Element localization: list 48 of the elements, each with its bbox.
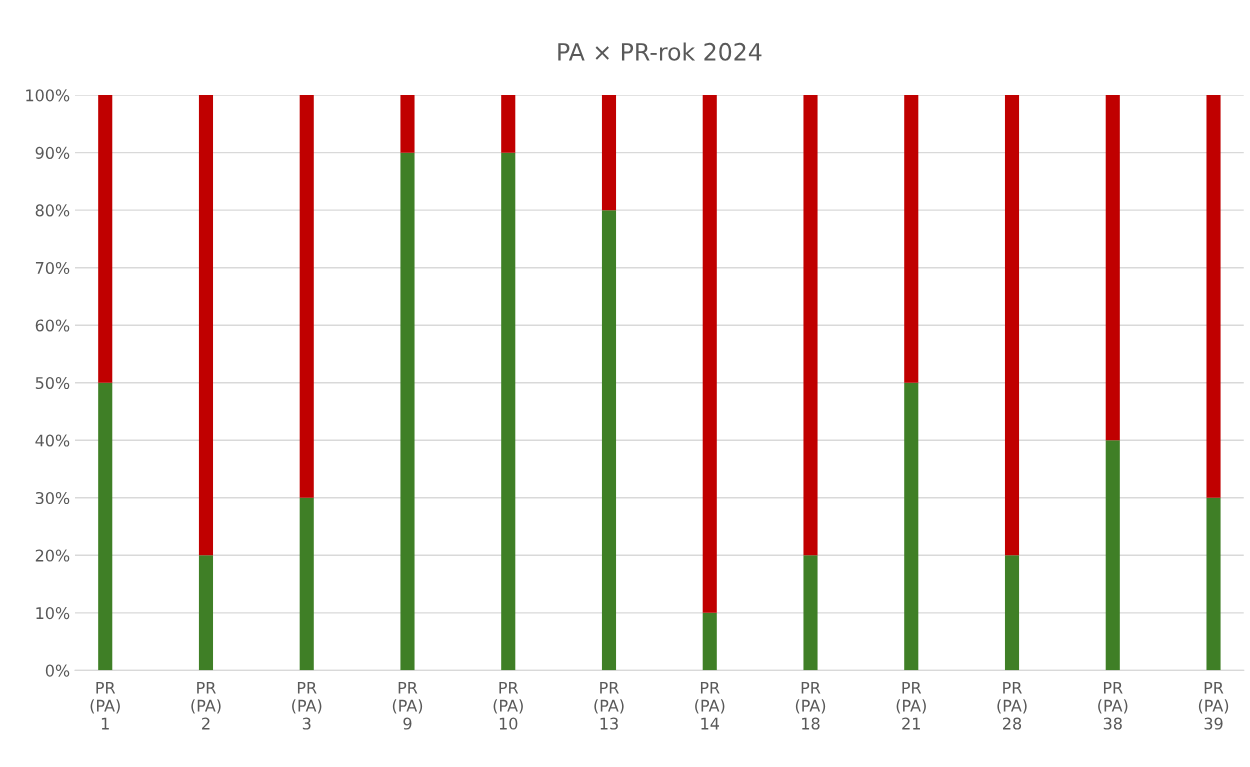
bar bbox=[904, 382, 919, 671]
chart-title: PA × PR-rok 2024 bbox=[558, 42, 762, 61]
x-tick-label: PR (PA) 2 bbox=[191, 681, 221, 730]
bar bbox=[904, 95, 919, 383]
bar bbox=[501, 152, 516, 671]
y-tick-label: 50% bbox=[35, 376, 70, 390]
bar bbox=[803, 95, 818, 556]
x-tick-label: PR (PA) 38 bbox=[1098, 681, 1128, 730]
y-tick-label: 40% bbox=[35, 434, 70, 447]
x-tick-label: PR (PA) 21 bbox=[896, 681, 926, 730]
bar bbox=[299, 497, 314, 671]
bar bbox=[1105, 440, 1120, 671]
bar bbox=[98, 95, 113, 383]
x-tick-label: PR (PA) 10 bbox=[493, 681, 523, 730]
x-tick-label: PR (PA) 28 bbox=[997, 681, 1027, 730]
x-tick-label: PR (PA) 9 bbox=[392, 681, 423, 730]
bar bbox=[299, 95, 314, 498]
bar bbox=[601, 210, 617, 671]
bar bbox=[198, 555, 214, 671]
x-tick-label: PR (PA) 18 bbox=[795, 681, 826, 730]
x-tick-label: PR (PA) 39 bbox=[1198, 681, 1229, 730]
x-tick-label: PR (PA) 13 bbox=[594, 681, 624, 730]
y-tick-label: 20% bbox=[35, 549, 70, 562]
y-tick-label: 90% bbox=[35, 146, 70, 159]
bar bbox=[400, 152, 415, 671]
bar bbox=[601, 95, 617, 211]
bar bbox=[1206, 95, 1221, 498]
bar bbox=[803, 555, 818, 671]
bar bbox=[702, 95, 717, 613]
bar bbox=[1004, 555, 1020, 671]
bar bbox=[1206, 497, 1221, 671]
bar bbox=[198, 95, 214, 556]
x-tick-label: PR (PA) 1 bbox=[90, 681, 120, 730]
y-tick-label: 10% bbox=[36, 607, 70, 620]
y-tick-label: 30% bbox=[35, 492, 70, 505]
bar bbox=[501, 95, 516, 153]
bar bbox=[1105, 95, 1120, 441]
bar bbox=[400, 95, 415, 153]
y-tick-label: 80% bbox=[35, 204, 70, 217]
bar bbox=[98, 382, 113, 671]
y-tick-label: 0% bbox=[45, 664, 70, 677]
bar bbox=[1004, 95, 1020, 556]
x-tick-label: PR (PA) 3 bbox=[292, 681, 322, 730]
bar bbox=[702, 612, 717, 671]
y-tick-label: 100% bbox=[26, 89, 70, 102]
x-tick-label: PR (PA) 14 bbox=[695, 681, 725, 730]
y-tick-label: 70% bbox=[35, 261, 70, 274]
y-tick-label: 60% bbox=[35, 319, 70, 332]
